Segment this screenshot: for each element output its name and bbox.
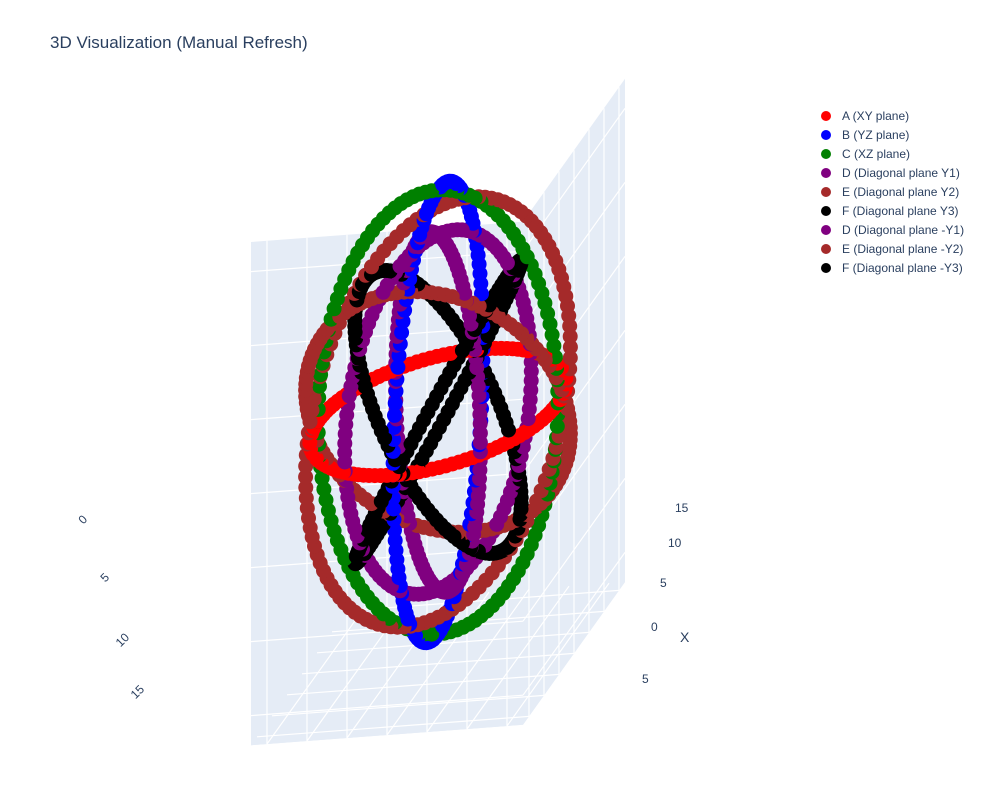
data-point	[316, 481, 332, 497]
legend-label: F (Diagonal plane Y3)	[842, 203, 959, 218]
legend-marker	[821, 205, 831, 216]
legend-label: E (Diagonal plane -Y2)	[842, 241, 964, 256]
legend-marker	[821, 224, 831, 235]
grid-line	[466, 585, 570, 730]
y-tick-label: 15	[128, 682, 148, 702]
data-point	[549, 418, 565, 434]
legend-item[interactable]: F (Diagonal plane Y3)	[816, 201, 964, 220]
legend-label: A (XY plane)	[842, 108, 910, 123]
x-tick-label: 5	[642, 672, 649, 686]
grid-line	[256, 715, 530, 738]
legend-marker	[821, 262, 831, 273]
legend-marker	[821, 167, 831, 178]
legend-item[interactable]: D (Diagonal plane -Y1)	[816, 220, 964, 239]
legend-label: B (YZ plane)	[842, 127, 910, 142]
legend-label: D (Diagonal plane Y1)	[842, 165, 960, 180]
legend-marker	[821, 110, 831, 121]
legend-item[interactable]: F (Diagonal plane -Y3)	[816, 258, 964, 277]
legend-label: F (Diagonal plane -Y3)	[842, 260, 963, 275]
legend-marker	[821, 186, 831, 197]
legend-item[interactable]: E (Diagonal plane -Y2)	[816, 239, 964, 258]
legend-item[interactable]: C (XZ plane)	[816, 144, 964, 163]
data-points	[298, 173, 578, 651]
data-point	[437, 196, 453, 212]
legend-label: D (Diagonal plane -Y1)	[842, 222, 965, 237]
data-point	[562, 350, 578, 366]
x-tick-label: 5	[660, 576, 667, 590]
legend-marker	[821, 129, 831, 140]
legend-label: C (XZ plane)	[842, 146, 911, 161]
legend-item[interactable]: A (XY plane)	[816, 106, 964, 125]
data-point	[437, 175, 453, 191]
data-point	[394, 325, 410, 340]
y-tick-label: 5	[97, 570, 112, 585]
legend: A (XY plane) B (YZ plane) C (XZ plane) D (D…	[816, 106, 964, 277]
data-point	[298, 458, 314, 474]
data-point	[390, 359, 406, 375]
grid-line	[426, 588, 530, 733]
data-point	[298, 480, 314, 496]
x-axis-label: X	[680, 629, 690, 645]
legend-label: E (Diagonal plane Y2)	[842, 184, 960, 199]
data-point	[386, 501, 402, 517]
x-tick-label: 15	[675, 501, 689, 515]
legend-item[interactable]: D (Diagonal plane Y1)	[816, 163, 964, 182]
chart-title: 3D Visualization (Manual Refresh)	[50, 33, 308, 52]
data-point	[546, 338, 562, 354]
data-point	[411, 186, 427, 202]
data-point	[387, 407, 402, 423]
grid-line	[286, 673, 560, 696]
y-tick-label: 0	[75, 512, 90, 527]
grid-line	[522, 330, 626, 474]
legend-item[interactable]: E (Diagonal plane Y2)	[816, 182, 964, 201]
grid-line	[506, 582, 610, 727]
data-point	[387, 395, 403, 411]
y-tick-label: 10	[113, 630, 133, 650]
grid-line	[271, 694, 545, 717]
legend-marker	[821, 243, 831, 254]
x-tick-label: 0	[651, 620, 658, 634]
data-point	[314, 470, 330, 486]
legend-item[interactable]: B (YZ plane)	[816, 125, 964, 144]
legend-marker	[821, 148, 831, 159]
data-point	[377, 366, 393, 382]
x-tick-label: 10	[668, 536, 682, 550]
data-point	[298, 469, 314, 485]
data-point	[562, 339, 578, 355]
